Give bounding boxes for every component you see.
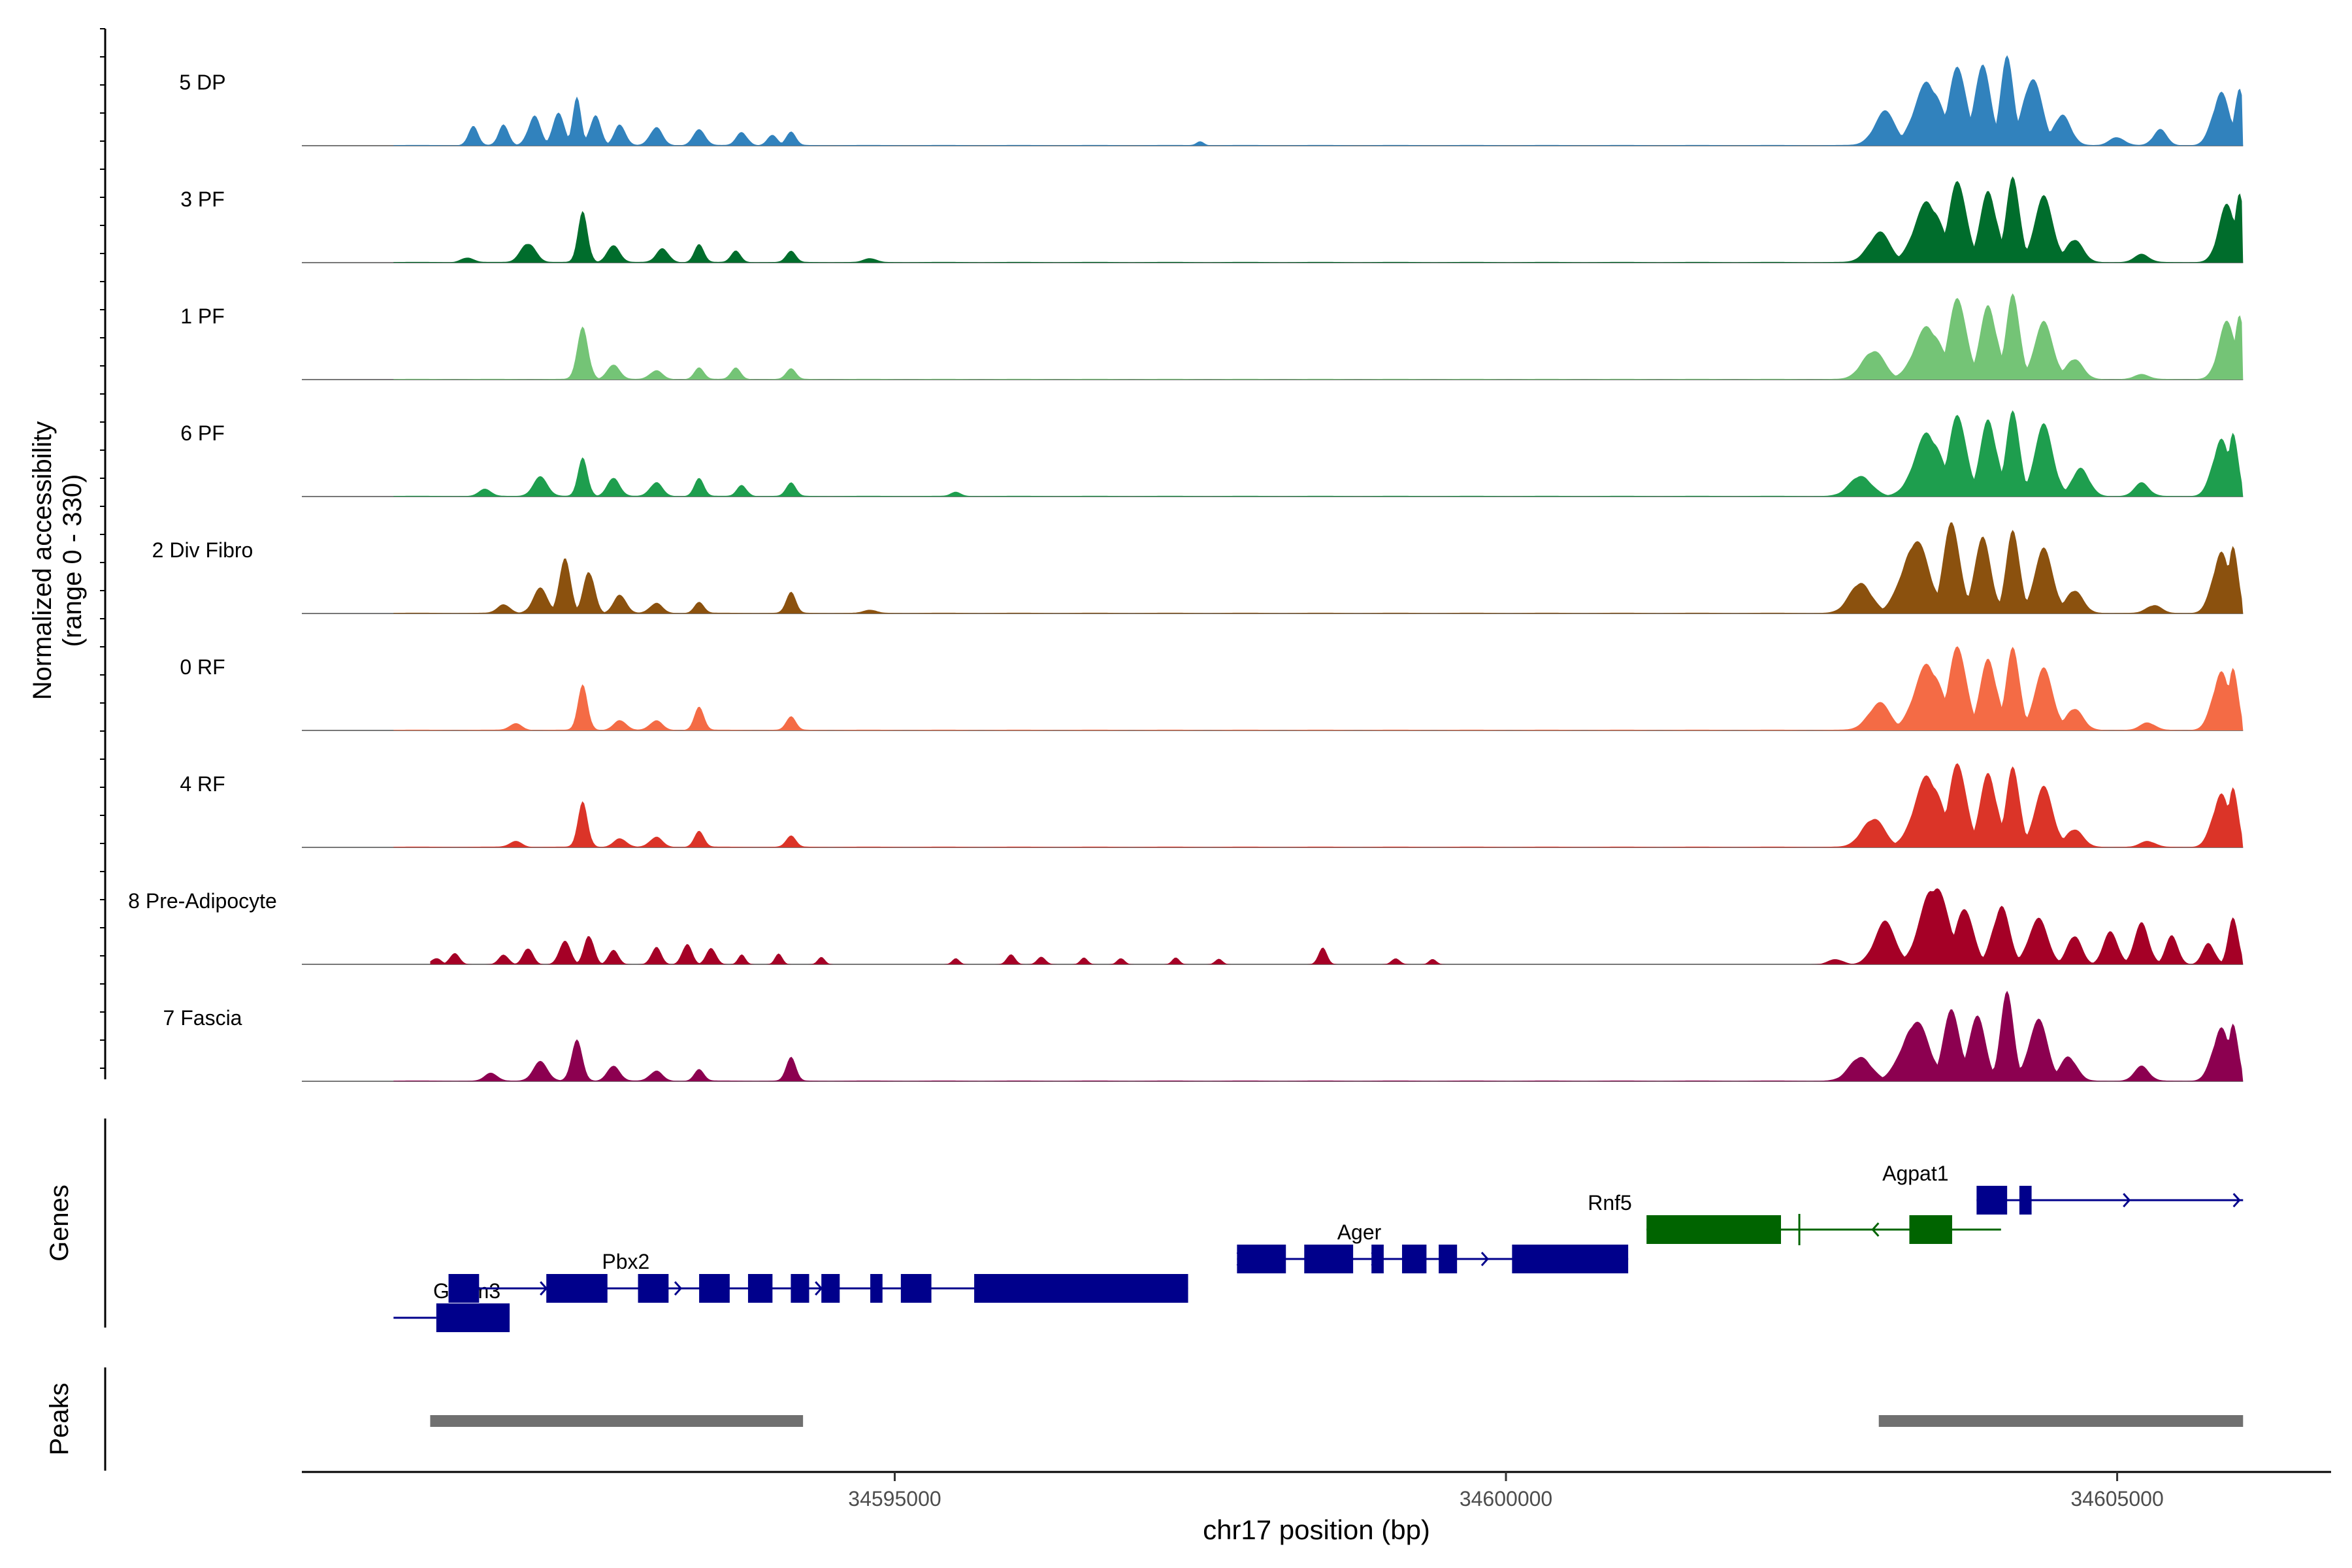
gene-exon [546,1274,608,1303]
track-label: 1 PF [180,304,225,328]
y-axis-left: Normalized accessibility (range 0 - 330) [28,28,106,1079]
gene-exon [747,1274,773,1303]
track-label: 2 Div Fibro [152,538,253,562]
gene-strand-arrow [1480,1251,1489,1267]
gene-exon [448,1274,480,1303]
track-8-pre-adipocyte: 8 Pre-Adipocyte [128,888,2244,965]
gene-label: Rnf5 [1588,1191,1632,1215]
track-area [393,522,2244,613]
gene-exon [1909,1215,1952,1244]
gene-exon [1237,1245,1286,1273]
track-label: 7 Fascia [163,1006,242,1030]
track-label: 0 RF [180,655,225,679]
gene-exon [1439,1245,1458,1273]
track-label: 8 Pre-Adipocyte [128,889,277,913]
track-1-pf: 1 PF [180,293,2244,380]
x-tick-label: 34595000 [848,1487,941,1511]
track-label: 3 PF [180,188,225,211]
track-area [393,55,2244,146]
gene-exon [1401,1245,1427,1273]
gene-exon [1304,1245,1354,1273]
gene-exon [1512,1245,1629,1273]
x-tick-label: 34605000 [2070,1487,2163,1511]
gene-strand-arrow [2123,1192,2131,1208]
gene-exon [870,1274,883,1303]
x-axis: 34595000 34600000 34605000 chr17 position … [302,1471,2331,1545]
gene-agpat1: Agpat1 [1882,1162,2244,1215]
gene-exon [821,1274,840,1303]
peaks-panel: Peaks [45,1367,2244,1471]
gene-exon [436,1303,510,1332]
gene-exon [1371,1245,1384,1273]
track-6-pf: 6 PF [180,410,2244,497]
gene-exon [974,1274,1188,1303]
track-label: 4 RF [180,772,225,796]
x-tick-label: 34600000 [1460,1487,1552,1511]
gene-strand-arrow [674,1281,683,1296]
y-axis-label-line1: Normalized accessibility [28,421,57,700]
track-area [393,646,2244,730]
track-2-div-fibro: 2 Div Fibro [152,522,2244,614]
track-3-pf: 3 PF [180,176,2244,263]
track-area [393,990,2244,1081]
gene-label: Ager [1337,1220,1382,1244]
peak-region [430,1415,804,1427]
y-axis-label-line2: (range 0 - 330) [58,474,87,647]
track-7-fascia: 7 Fascia [163,990,2244,1082]
gene-exon [900,1274,932,1303]
genes-label: Genes [45,1184,74,1262]
track-4-rf: 4 RF [180,763,2244,848]
gene-strand-arrow [2232,1192,2241,1208]
track-area [393,410,2244,497]
track-area [393,293,2244,380]
peak-region [1878,1415,2244,1427]
gene-label: Pbx2 [602,1250,649,1273]
gene-exon [1976,1186,2008,1215]
gene-rnf5: Rnf5 [1588,1191,2001,1245]
gene-exon [2019,1186,2032,1215]
track-label: 6 PF [180,421,225,445]
gene-exon [1646,1215,1782,1244]
track-label: 5 DP [179,71,225,94]
gene-strand-arrow [1871,1222,1880,1237]
track-area [430,888,2244,964]
x-axis-label: chr17 position (bp) [1203,1514,1430,1545]
gene-pbx2: Pbx2 [448,1250,1188,1303]
peaks-label: Peaks [45,1382,74,1455]
gene-label: Agpat1 [1882,1162,1948,1185]
track-0-rf: 0 RF [180,646,2244,731]
gene-exon [791,1274,809,1303]
gene-exon [638,1274,669,1303]
tracks-panel: 5 DP 3 PF 1 PF 6 PF 2 Div Fibro 0 RF 4 RF 8 Pre… [128,55,2244,1082]
genes-panel: Genes Gpsm3Pbx2AgerRnf5Agpat1 [45,1119,2244,1332]
track-area [393,763,2244,847]
gene-exon [699,1274,730,1303]
track-5-dp: 5 DP [179,55,2244,146]
track-area [393,176,2244,263]
gene-ager: Ager [1236,1220,1629,1273]
